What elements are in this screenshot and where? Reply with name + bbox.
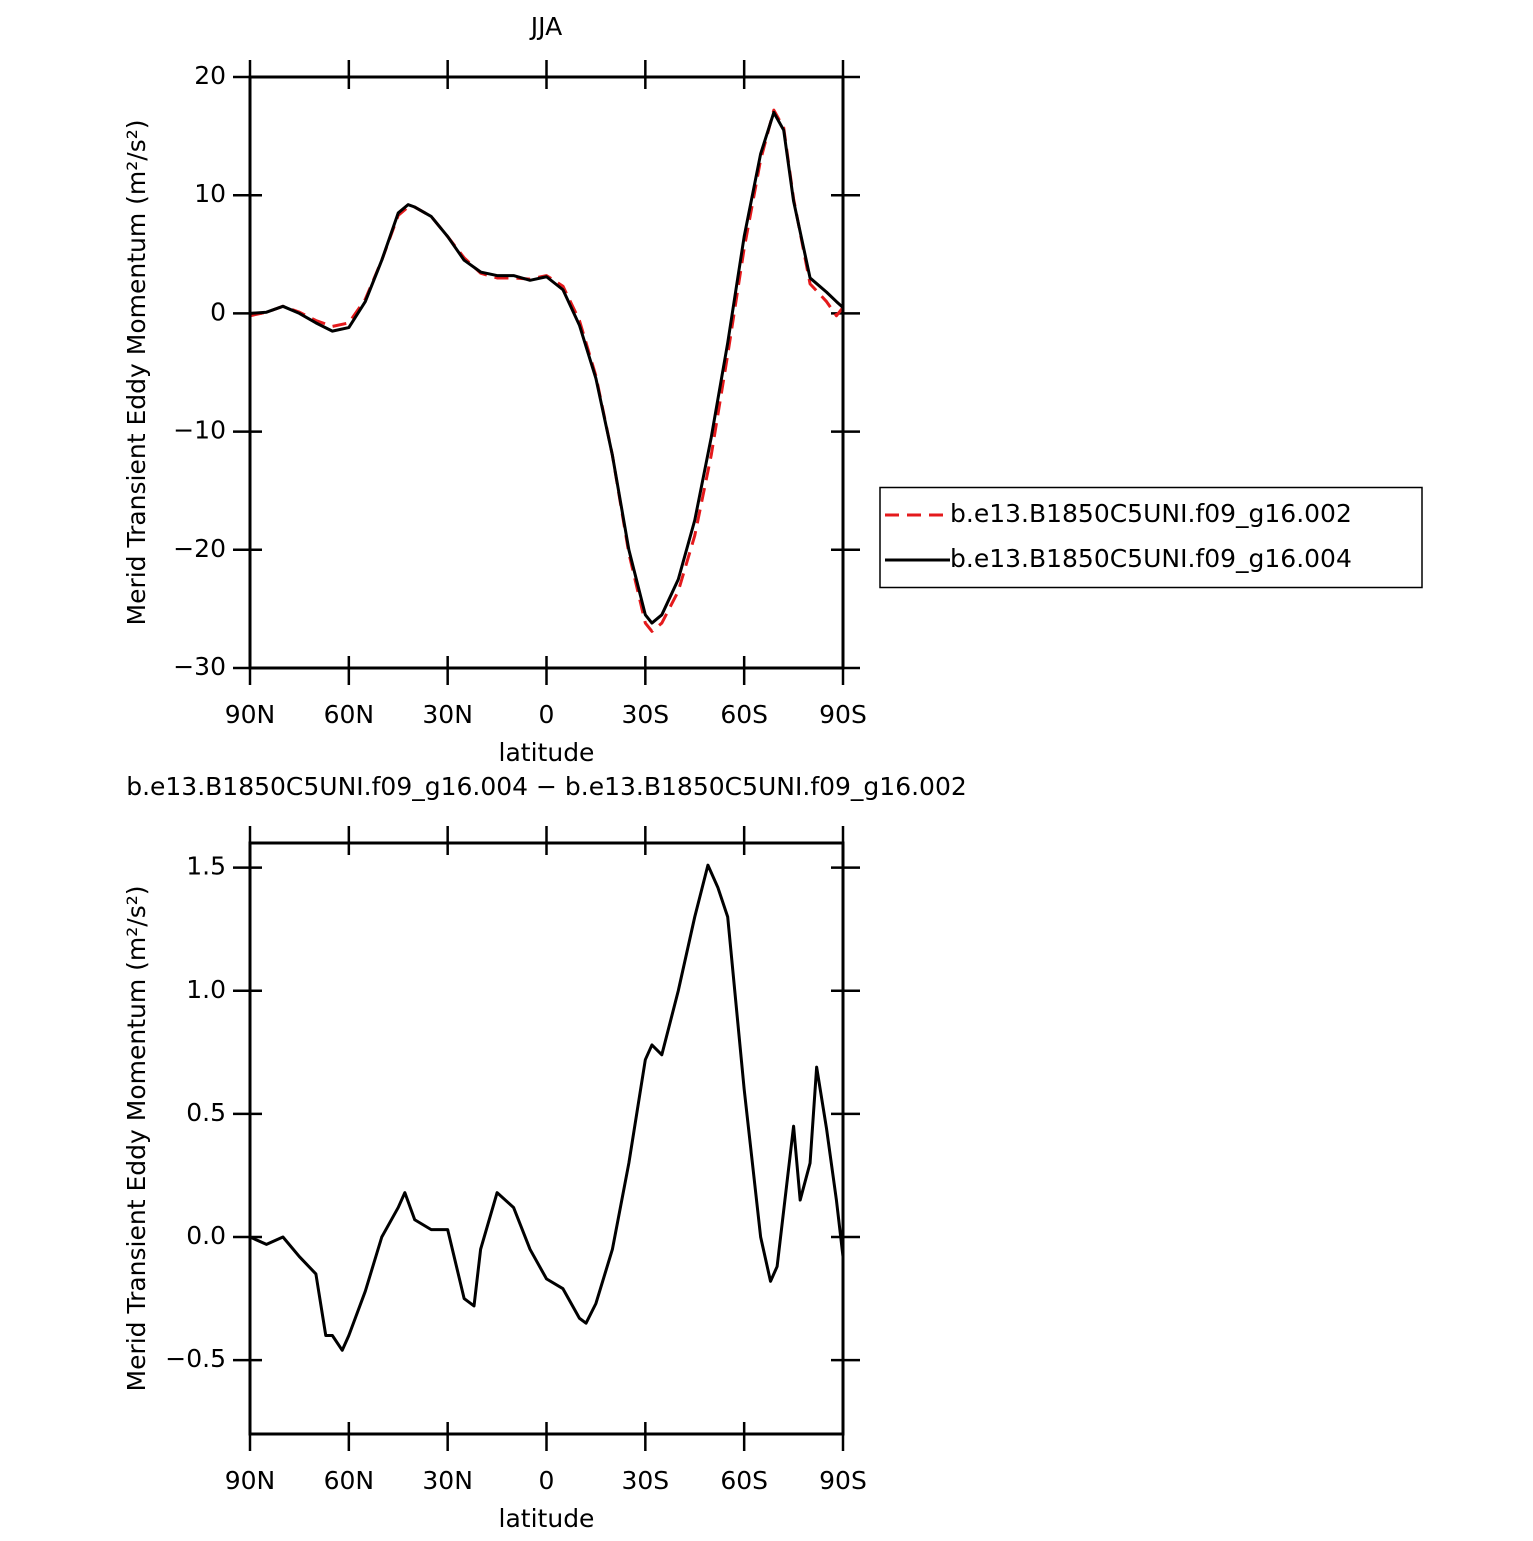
y-tick-label: 1.0 <box>186 975 226 1004</box>
plot-frame <box>248 75 845 670</box>
y-tick-label: 10 <box>194 179 226 208</box>
x-tick-label: 30N <box>422 700 473 729</box>
x-tick-label: 60S <box>720 700 768 729</box>
x-tick-label: 90S <box>819 1466 867 1495</box>
y-axis-label: Merid Transient Eddy Momentum (m²/s²) <box>122 120 151 626</box>
x-tick-label: 30S <box>621 700 669 729</box>
y-tick-label: 0 <box>210 297 226 326</box>
series-line <box>249 863 845 1352</box>
x-axis-label: latitude <box>499 1504 595 1533</box>
plot-frame <box>248 841 845 1436</box>
legend-label: b.e13.B1850C5UNI.f09_g16.002 <box>950 499 1352 528</box>
legend: b.e13.B1850C5UNI.f09_g16.002 b.e13.B1850C… <box>879 486 1423 589</box>
y-tick-label: 1.5 <box>186 852 226 881</box>
series-line <box>249 110 845 625</box>
y-tick-label: −0.5 <box>165 1344 226 1373</box>
x-tick-label: 0 <box>539 700 555 729</box>
y-tick-label: −20 <box>173 534 226 563</box>
x-tick-label: 60N <box>324 1466 375 1495</box>
x-tick-label: 90N <box>225 700 276 729</box>
chart-title: b.e13.B1850C5UNI.f09_g16.004 − b.e13.B18… <box>126 772 967 801</box>
x-tick-label: 0 <box>539 1466 555 1495</box>
y-tick-label: 20 <box>194 61 226 90</box>
x-axis-label: latitude <box>499 738 595 767</box>
chart-title: JJA <box>529 12 562 41</box>
y-axis-label: Merid Transient Eddy Momentum (m²/s²) <box>122 886 151 1392</box>
y-tick-label: −10 <box>173 416 226 445</box>
y-tick-label: 0.5 <box>186 1098 226 1127</box>
y-tick-label: 0.0 <box>186 1221 226 1250</box>
x-tick-label: 60N <box>324 700 375 729</box>
x-tick-label: 90S <box>819 700 867 729</box>
legend-label: b.e13.B1850C5UNI.f09_g16.004 <box>950 544 1352 573</box>
x-tick-label: 30N <box>422 1466 473 1495</box>
x-tick-label: 60S <box>720 1466 768 1495</box>
legend-box <box>879 486 1423 589</box>
x-tick-label: 90N <box>225 1466 276 1495</box>
y-tick-label: −30 <box>173 652 226 681</box>
x-tick-label: 30S <box>621 1466 669 1495</box>
